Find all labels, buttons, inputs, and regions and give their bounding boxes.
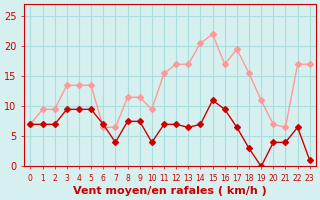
X-axis label: Vent moyen/en rafales ( km/h ): Vent moyen/en rafales ( km/h ) bbox=[73, 186, 267, 196]
